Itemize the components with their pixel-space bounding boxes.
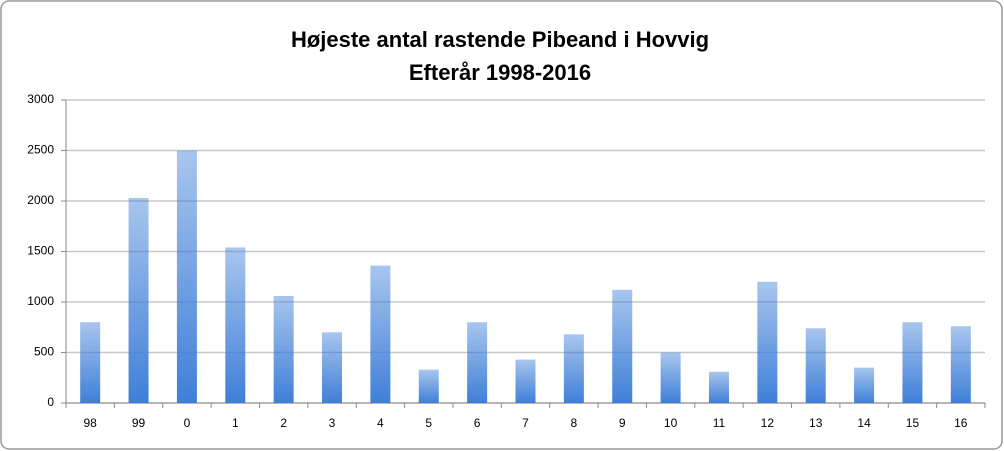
bar — [660, 352, 681, 403]
y-tick-label: 2500 — [27, 143, 54, 157]
x-tick-label: 1 — [232, 416, 239, 430]
bar — [370, 265, 391, 403]
y-tick-label: 1500 — [27, 244, 54, 258]
x-tick-label: 15 — [906, 416, 920, 430]
bar — [805, 328, 826, 403]
bar — [418, 369, 439, 403]
bar — [322, 332, 343, 403]
x-tick-label: 9 — [619, 416, 626, 430]
bar — [563, 334, 584, 403]
x-tick-label: 11 — [713, 416, 726, 430]
y-tick-label: 0 — [47, 395, 54, 409]
x-tick-label: 7 — [522, 416, 529, 430]
bar — [176, 150, 197, 403]
bar — [515, 359, 536, 403]
x-tick-label: 3 — [329, 416, 336, 430]
y-tick-label: 3000 — [27, 92, 54, 106]
bar — [225, 247, 246, 403]
bar — [854, 367, 875, 403]
bar — [902, 322, 923, 403]
x-tick-label: 99 — [132, 416, 146, 430]
y-tick-label: 500 — [34, 345, 54, 359]
x-tick-label: 10 — [664, 416, 678, 430]
x-tick-label: 12 — [761, 416, 775, 430]
y-tick-label: 1000 — [27, 294, 54, 308]
chart-title: Højeste antal rastende Pibeand i Hovvig — [291, 27, 709, 52]
x-tick-label: 8 — [571, 416, 578, 430]
chart-subtitle: Efterår 1998-2016 — [409, 60, 591, 85]
bar — [757, 281, 778, 403]
bar — [612, 289, 633, 403]
x-tick-label: 16 — [954, 416, 968, 430]
x-tick-label: 2 — [280, 416, 287, 430]
x-tick-label: 0 — [184, 416, 191, 430]
bar — [128, 197, 149, 403]
x-tick-label: 4 — [377, 416, 384, 430]
y-tick-label: 2000 — [27, 193, 54, 207]
x-tick-label: 13 — [809, 416, 823, 430]
bar — [708, 371, 729, 403]
x-tick-label: 6 — [474, 416, 481, 430]
bar — [273, 295, 294, 403]
x-tick-label: 98 — [84, 416, 98, 430]
x-tick-label: 14 — [857, 416, 871, 430]
bar — [467, 322, 488, 403]
x-tick-label: 5 — [425, 416, 432, 430]
bar — [80, 322, 101, 403]
bar — [950, 326, 971, 403]
